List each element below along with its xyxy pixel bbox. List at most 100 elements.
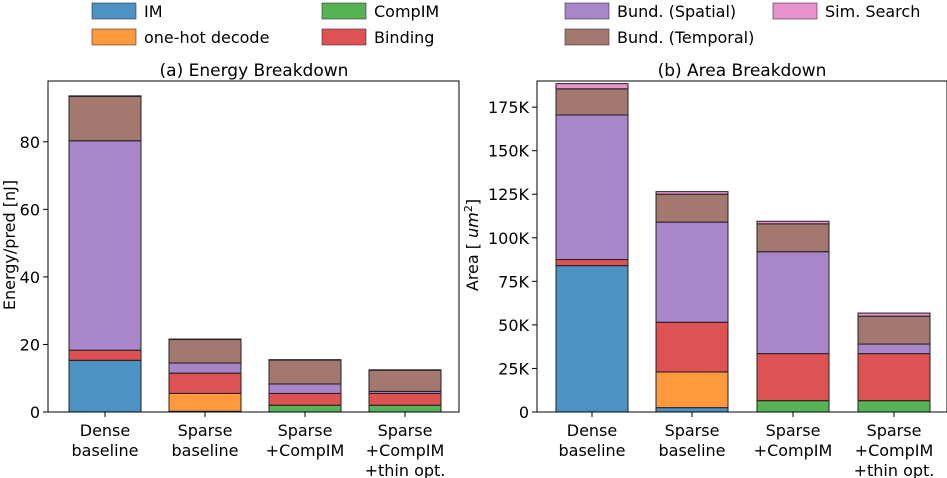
energy-bar-compim-3 [368, 404, 442, 413]
area-x-tick-label: +CompIM [754, 441, 833, 460]
area-bar-compim-2 [756, 400, 830, 413]
energy-bar-binding-3 [368, 392, 442, 406]
legend-label: Bund. (Spatial) [617, 2, 736, 21]
energy-y-tick-label: 0 [30, 403, 40, 422]
energy-plot-frame [47, 80, 460, 413]
area-y-axis-label-text: Area [ [463, 243, 482, 291]
legend-label: Bund. (Temporal) [617, 28, 754, 47]
energy-bar-sim-search-0 [68, 95, 142, 97]
area-bar-bund-temporal-0 [555, 88, 629, 116]
legend-swatch [91, 2, 137, 20]
area-breakdown-panel: (b) Area Breakdown Area [ um2] Densebase… [462, 61, 947, 478]
legend-label: CompIM [374, 2, 439, 21]
area-y-tick-label: 100K [488, 229, 530, 248]
energy-bar-compim-2 [268, 404, 342, 413]
area-bar-bund-temporal-1 [655, 193, 729, 223]
legend-item-binding: Binding [321, 28, 434, 47]
energy-x-tick-label: Sparse [378, 421, 433, 440]
area-bar-sim-search-2 [756, 220, 830, 225]
energy-y-tick-label: 80 [20, 133, 40, 152]
area-bar-sim-search-3 [857, 312, 931, 317]
legend-item-sim-search: Sim. Search [772, 2, 920, 21]
energy-x-tick-label: +CompIM [266, 441, 345, 460]
area-y-tick-label: 125K [488, 185, 530, 204]
energy-x-tick-label: Sparse [278, 421, 333, 440]
area-bar-one-hot-decode-1 [655, 371, 729, 409]
area-chart-title: (b) Area Breakdown [658, 61, 827, 81]
area-y-axis-label: Area [ um2] [462, 199, 482, 291]
energy-bar-binding-2 [268, 392, 342, 406]
energy-x-tick-label: Dense [80, 421, 130, 440]
area-y-tick-label: 50K [498, 316, 529, 335]
energy-bar-one-hot-decode-1 [168, 392, 242, 412]
energy-y-tick-label: 60 [20, 200, 40, 219]
legend-swatch [91, 28, 137, 46]
legend-item-bund-spatial: Bund. (Spatial) [564, 2, 736, 21]
legend-item-one-hot-decode: one-hot decode [91, 28, 269, 47]
energy-x-tick-label: +thin opt. [365, 461, 446, 478]
area-x-tick-label: Sparse [766, 421, 821, 440]
energy-bar-binding-1 [168, 372, 242, 394]
area-bar-compim-3 [857, 400, 931, 413]
area-bar-binding-2 [756, 353, 830, 402]
energy-breakdown-panel: (a) Energy Breakdown Energy/pred [nJ] De… [0, 61, 460, 478]
energy-y-tick-label: 20 [20, 335, 40, 354]
area-y-tick-label: 75K [498, 272, 529, 291]
area-bar-bund-spatial-0 [555, 114, 629, 261]
area-x-tick-label: +thin opt. [854, 461, 935, 478]
legend-swatch [772, 2, 818, 20]
area-x-tick-label: Dense [567, 421, 617, 440]
area-bar-bund-spatial-3 [857, 343, 931, 355]
energy-bar-sim-search-2 [268, 359, 342, 361]
energy-bar-bund-spatial-2 [268, 383, 342, 394]
area-bar-sim-search-0 [555, 83, 629, 90]
energy-bar-bund-temporal-0 [68, 95, 142, 142]
legend-swatch [321, 28, 367, 46]
energy-x-tick-label: +CompIM [366, 441, 445, 460]
area-bar-binding-1 [655, 321, 729, 373]
legend-item-im: IM [91, 2, 163, 21]
area-y-axis-label-close: ] [463, 199, 482, 205]
area-y-tick-label: 25K [498, 359, 529, 378]
energy-y-tick-label: 40 [20, 268, 40, 287]
area-y-tick-label: 150K [488, 142, 530, 161]
legend-label: IM [144, 2, 163, 21]
area-bar-bund-spatial-2 [756, 251, 830, 355]
energy-y-axis-label: Energy/pred [nJ] [0, 180, 19, 310]
energy-bar-sim-search-3 [368, 369, 442, 371]
legend-item-bund-temporal: Bund. (Temporal) [564, 28, 754, 47]
area-x-tick-label: baseline [558, 441, 625, 460]
area-bar-bund-temporal-3 [857, 315, 931, 345]
legend: IM one-hot decode CompIM Binding Bund. (Spat… [91, 2, 920, 47]
energy-bar-binding-0 [68, 349, 142, 361]
area-bar-sim-search-1 [655, 191, 729, 195]
area-plot-frame [536, 80, 947, 413]
legend-label: one-hot decode [144, 28, 269, 47]
energy-x-tick-label: baseline [71, 441, 138, 460]
legend-label: Binding [374, 28, 434, 47]
area-y-axis-label-unit: um [463, 212, 482, 238]
energy-bar-bund-spatial-1 [168, 362, 242, 374]
area-bar-binding-0 [555, 259, 629, 267]
area-bar-im-1 [655, 407, 729, 413]
energy-bar-bund-temporal-3 [368, 369, 442, 392]
area-x-tick-label: baseline [658, 441, 725, 460]
energy-chart-title: (a) Energy Breakdown [160, 61, 349, 81]
legend-item-compim: CompIM [321, 2, 439, 21]
energy-x-tick-label: Sparse [178, 421, 233, 440]
area-x-tick-label: Sparse [665, 421, 720, 440]
area-bar-binding-3 [857, 353, 931, 402]
area-x-tick-label: Sparse [867, 421, 922, 440]
area-bar-im-0 [555, 265, 629, 413]
area-bar-bund-temporal-2 [756, 223, 830, 253]
area-y-tick-label: 0 [519, 403, 529, 422]
energy-bar-bund-temporal-2 [268, 359, 342, 385]
legend-swatch [321, 2, 367, 20]
energy-bar-bund-spatial-0 [68, 140, 142, 351]
legend-swatch [564, 2, 610, 20]
legend-label: Sim. Search [825, 2, 920, 21]
energy-x-tick-label: baseline [171, 441, 238, 460]
area-bar-bund-spatial-1 [655, 221, 729, 323]
area-y-tick-label: 175K [488, 98, 530, 117]
